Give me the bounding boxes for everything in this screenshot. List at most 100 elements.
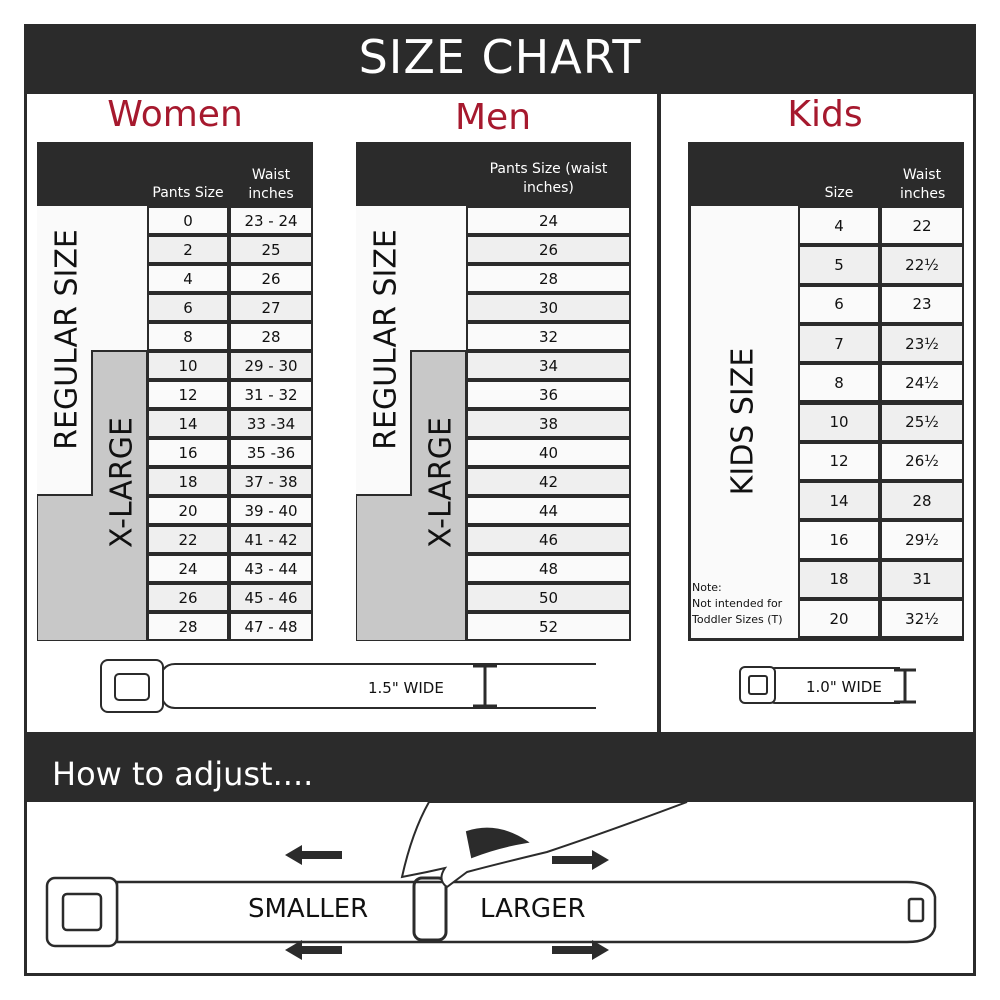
col-header-size: Size (824, 185, 854, 201)
kids-size-region (691, 206, 798, 638)
waist-cell: 38 (468, 411, 629, 436)
regular-size-label: REGULAR SIZE (368, 229, 404, 450)
waist-cell: 30 (468, 295, 629, 320)
divider (657, 93, 661, 733)
size-cell: 12 (149, 382, 227, 407)
size-cell: 28 (149, 614, 227, 639)
how-to-adjust-heading: How to adjust.... (24, 732, 976, 802)
size-cell: 2 (149, 237, 227, 262)
size-cell: 26 (149, 585, 227, 610)
waist-cell: 37 - 38 (231, 469, 311, 494)
size-cell: 7 (800, 325, 878, 362)
arrow-left-icon (285, 940, 342, 960)
kids-size-label: KIDS SIZE (725, 347, 761, 496)
waist-cell: 52 (468, 614, 629, 639)
waist-cell: 36 (468, 382, 629, 407)
size-cell: 10 (149, 353, 227, 378)
size-cell: 6 (149, 295, 227, 320)
men-title: Men (454, 97, 532, 138)
kids-title: Kids (787, 94, 863, 135)
waist-cell: 31 - 32 (231, 382, 311, 407)
col-header-waist: Waist inches (248, 167, 294, 202)
waist-cell: 24½ (882, 365, 962, 401)
waist-cell: 34 (468, 353, 629, 378)
size-cell: 8 (800, 365, 878, 401)
waist-cell: 22 (882, 208, 962, 244)
women-title: Women (107, 94, 243, 135)
size-cell: 6 (800, 286, 878, 322)
size-cell: 16 (149, 440, 227, 465)
waist-cell: 28 (231, 324, 311, 349)
waist-cell: 33 -34 (231, 411, 311, 436)
men-size-table: REGULAR SIZE X-LARGE Pants Size (waist i… (356, 142, 631, 641)
women-belt-width: 1.5" WIDE (368, 679, 444, 697)
x-large-region (356, 350, 466, 641)
waist-cell: 48 (468, 556, 629, 581)
size-cell: 20 (149, 498, 227, 523)
waist-cell: 50 (468, 585, 629, 610)
waist-cell: 35 -36 (231, 440, 311, 465)
page-title: SIZE CHART (24, 24, 976, 94)
col-header-pants-size: Pants Size (152, 185, 224, 201)
waist-cell: 32½ (882, 601, 962, 637)
size-cell: 4 (800, 208, 878, 244)
size-cell: 12 (800, 443, 878, 480)
arrow-right-icon (552, 940, 609, 960)
belt-illustrations (100, 659, 916, 713)
kids-size-table: KIDS SIZE Note: Not intended for Toddler… (688, 142, 964, 641)
waist-cell: 42 (468, 469, 629, 494)
size-cell: 5 (800, 247, 878, 283)
toddler-note: Note: Not intended for Toddler Sizes (T) (692, 580, 798, 628)
size-cell: 20 (800, 601, 878, 637)
larger-label: LARGER (480, 894, 586, 924)
waist-cell: 40 (468, 440, 629, 465)
note-title: Note: (692, 581, 722, 594)
waist-cell: 28 (468, 266, 629, 291)
x-large-label: X-LARGE (104, 417, 140, 548)
women-size-table: REGULAR SIZE X-LARGE Pants Size Waist in… (37, 142, 313, 641)
col-header-pants-size: Pants Size (waist inches) (489, 161, 608, 196)
size-cell: 8 (149, 324, 227, 349)
waist-cell: 23 - 24 (231, 208, 311, 233)
x-large-region (37, 350, 147, 641)
size-cell: 14 (149, 411, 227, 436)
x-large-label: X-LARGE (423, 417, 459, 548)
size-cell: 22 (149, 527, 227, 552)
waist-cell: 32 (468, 324, 629, 349)
waist-cell: 22½ (882, 247, 962, 283)
waist-cell: 27 (231, 295, 311, 320)
regular-size-label: REGULAR SIZE (49, 229, 85, 450)
waist-cell: 26 (468, 237, 629, 262)
kids-belt-width: 1.0" WIDE (806, 678, 882, 696)
waist-cell: 23½ (882, 325, 962, 362)
kids-belt-icon (739, 666, 916, 704)
adjustable-belt-icon (45, 876, 937, 948)
size-cell: 18 (149, 469, 227, 494)
size-cell: 4 (149, 266, 227, 291)
waist-cell: 31 (882, 561, 962, 597)
waist-cell: 23 (882, 286, 962, 322)
size-cell: 10 (800, 404, 878, 440)
smaller-label: SMALLER (248, 894, 369, 924)
size-cell: 18 (800, 561, 878, 597)
size-cell: 0 (149, 208, 227, 233)
women-belt-icon (100, 659, 596, 713)
waist-cell: 47 - 48 (231, 614, 311, 639)
waist-cell: 39 - 40 (231, 498, 311, 523)
waist-cell: 46 (468, 527, 629, 552)
waist-cell: 26 (231, 266, 311, 291)
waist-cell: 25 (231, 237, 311, 262)
waist-cell: 25½ (882, 404, 962, 440)
col-header-waist: Waist inches (900, 167, 946, 202)
size-cell: 14 (800, 483, 878, 519)
note-text: Not intended for Toddler Sizes (T) (692, 597, 783, 626)
hand-icon (400, 802, 688, 889)
waist-cell: 44 (468, 498, 629, 523)
waist-cell: 41 - 42 (231, 527, 311, 552)
waist-cell: 45 - 46 (231, 585, 311, 610)
arrow-left-icon (285, 845, 342, 865)
arrow-right-icon (552, 850, 609, 870)
waist-cell: 43 - 44 (231, 556, 311, 581)
waist-cell: 26½ (882, 443, 962, 480)
adjust-illustration (45, 802, 937, 960)
